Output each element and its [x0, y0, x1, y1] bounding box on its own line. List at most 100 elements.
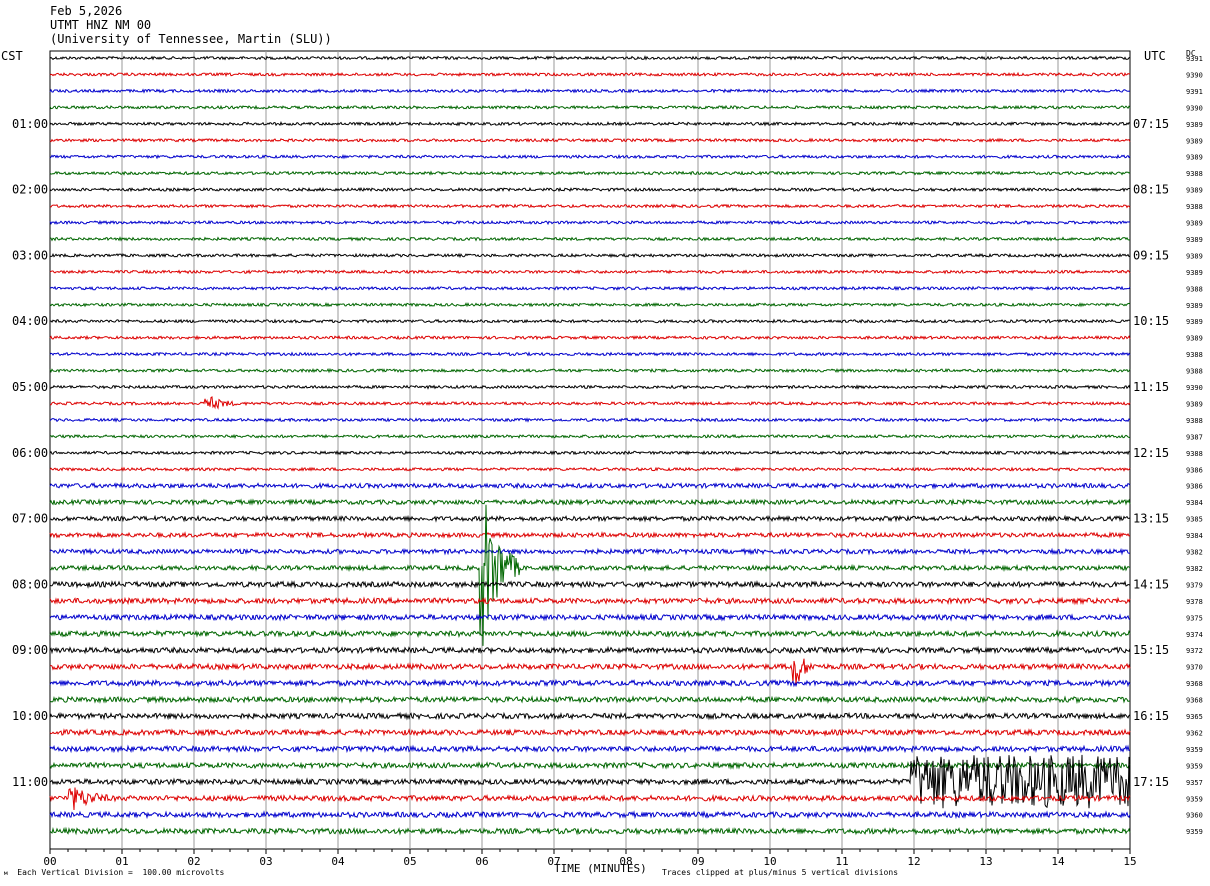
x-tick-label: 12 — [907, 855, 920, 868]
x-tick-label: 11 — [835, 855, 848, 868]
right-hour-label: 09:15 — [1133, 248, 1169, 262]
left-hour-label: 01:00 — [12, 117, 48, 131]
trace-line — [49, 678, 1131, 688]
dc-value: 9390 — [1186, 104, 1203, 112]
x-tick-label: 04 — [331, 855, 345, 868]
right-hour-label: 08:15 — [1133, 183, 1169, 197]
trace-line — [49, 396, 1131, 410]
left-hour-label: 11:00 — [12, 775, 48, 789]
dc-value: 9386 — [1186, 483, 1203, 491]
left-hour-label: 02:00 — [12, 183, 48, 197]
x-tick-label: 13 — [979, 855, 992, 868]
x-axis-label: TIME (MINUTES) — [554, 862, 647, 875]
dc-value: 9389 — [1186, 236, 1203, 244]
trace-line — [49, 629, 1131, 639]
dc-value: 9360 — [1186, 812, 1203, 820]
dc-value: 9382 — [1186, 565, 1203, 573]
x-tick-label: 05 — [403, 855, 416, 868]
dc-value: 9388 — [1186, 417, 1203, 425]
trace-line — [49, 787, 1131, 811]
x-tick-label: 09 — [691, 855, 704, 868]
trace-line — [49, 170, 1131, 176]
trace-line — [49, 433, 1131, 440]
dc-value: 9359 — [1186, 795, 1203, 803]
dc-value: 9388 — [1186, 285, 1203, 293]
dc-value: 9384 — [1186, 532, 1203, 540]
dc-value: 9389 — [1186, 137, 1203, 145]
dc-value: 9388 — [1186, 351, 1203, 359]
dc-value: 9372 — [1186, 647, 1203, 655]
dc-value: 9388 — [1186, 368, 1203, 376]
trace-line — [49, 137, 1131, 143]
right-hour-label: 15:15 — [1133, 643, 1169, 657]
trace-line — [49, 504, 1131, 646]
dc-value: 9389 — [1186, 121, 1203, 129]
trace-line — [49, 285, 1131, 292]
trace-line — [49, 318, 1131, 324]
left-hour-label: 04:00 — [12, 314, 48, 328]
dc-value: 9357 — [1186, 779, 1203, 787]
right-timezone: UTC — [1144, 49, 1166, 63]
right-hour-label: 14:15 — [1133, 577, 1169, 591]
dc-value: 9388 — [1186, 203, 1203, 211]
trace-line — [49, 761, 1131, 770]
dc-value: 9389 — [1186, 302, 1203, 310]
dc-value: 9378 — [1186, 598, 1203, 606]
dc-value: 9359 — [1186, 762, 1203, 770]
dc-value: 9359 — [1186, 828, 1203, 836]
x-tick-label: 14 — [1051, 855, 1065, 868]
dc-value: 9359 — [1186, 746, 1203, 754]
left-hour-label: 07:00 — [12, 512, 48, 526]
trace-line — [49, 236, 1131, 242]
plot-frame — [49, 50, 1131, 850]
trace-line — [49, 596, 1131, 606]
dc-value: 9368 — [1186, 680, 1203, 688]
dc-value: 9385 — [1186, 516, 1203, 524]
trace-line — [49, 728, 1131, 737]
dc-value: 9389 — [1186, 220, 1203, 228]
left-hour-label: 10:00 — [12, 709, 48, 723]
trace-line — [49, 417, 1131, 423]
trace-line — [49, 71, 1131, 78]
dc-value: 9388 — [1186, 450, 1203, 458]
left-timezone: CST — [1, 49, 23, 63]
left-hour-label: 05:00 — [12, 380, 48, 394]
trace-line — [49, 104, 1131, 111]
scale-note: м Each Vertical Division = 100.00 microv… — [4, 868, 225, 877]
trace-line — [49, 88, 1131, 94]
dc-value: 9389 — [1186, 187, 1203, 195]
dc-value: 9390 — [1186, 71, 1203, 79]
x-tick-label: 08 — [619, 855, 632, 868]
x-tick-label: 07 — [547, 855, 560, 868]
right-hour-label: 13:15 — [1133, 512, 1169, 526]
network-name: (University of Tennessee, Martin (SLU)) — [50, 32, 332, 46]
right-hour-label: 11:15 — [1133, 380, 1169, 394]
trace-line — [49, 186, 1130, 193]
dc-value: 9374 — [1186, 631, 1203, 639]
trace-line — [49, 450, 1131, 456]
x-tick-label: 01 — [115, 855, 128, 868]
dc-value: 9389 — [1186, 400, 1203, 408]
trace-line — [49, 531, 1131, 539]
trace-line — [49, 367, 1131, 374]
dc-value: 9365 — [1186, 713, 1203, 721]
trace-line — [49, 351, 1131, 357]
right-hour-label: 17:15 — [1133, 775, 1169, 789]
trace-line — [49, 203, 1131, 209]
trace-line — [49, 547, 1130, 556]
trace-line — [49, 645, 1131, 655]
clip-note: Traces clipped at plus/minus 5 vertical … — [662, 868, 899, 877]
trace-line — [49, 810, 1131, 820]
left-hour-label: 03:00 — [12, 248, 48, 262]
trace-line — [49, 498, 1131, 507]
dc-value: 9389 — [1186, 154, 1203, 162]
dc-value: 9391 — [1186, 55, 1203, 63]
dc-value: 9389 — [1186, 252, 1203, 260]
trace-line — [49, 466, 1131, 472]
dc-value: 9387 — [1186, 433, 1203, 441]
trace-line — [49, 219, 1131, 226]
trace-line — [49, 826, 1131, 836]
dc-value: 9388 — [1186, 170, 1203, 178]
trace-line — [49, 121, 1131, 127]
